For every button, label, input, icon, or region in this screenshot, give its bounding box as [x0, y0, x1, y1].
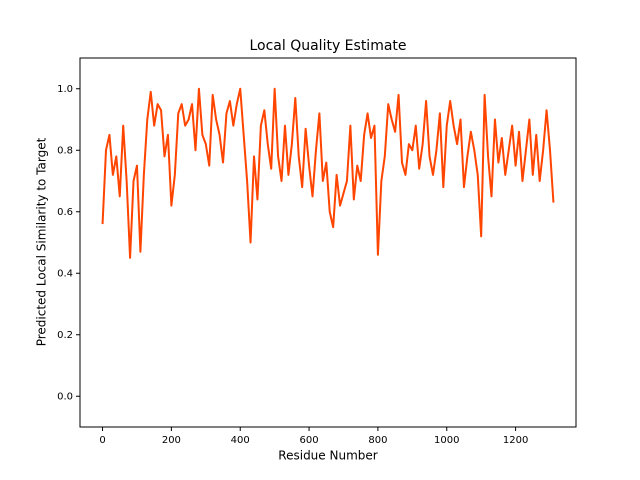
y-tick-label: 0.4: [57, 268, 73, 279]
y-tick-label: 0.2: [57, 330, 73, 341]
y-tick-label: 1.0: [57, 84, 73, 95]
x-tick-label: 600: [300, 435, 319, 446]
x-tick-label: 400: [231, 435, 250, 446]
x-tick-label: 800: [368, 435, 387, 446]
y-tick-label: 0.8: [57, 145, 73, 156]
y-tick-label: 0.6: [57, 207, 73, 218]
x-tick-label: 200: [162, 435, 181, 446]
x-axis-label: Residue Number: [278, 449, 377, 463]
y-tick-label: 0.0: [57, 391, 73, 402]
x-tick-label: 1000: [434, 435, 459, 446]
x-tick-label: 1200: [503, 435, 528, 446]
plot-frame: [79, 57, 577, 428]
y-axis-label: Predicted Local Similarity to Target: [35, 137, 49, 346]
x-tick-label: 0: [99, 435, 105, 446]
series-line: [101, 87, 555, 259]
chart-title: Local Quality Estimate: [249, 38, 406, 54]
